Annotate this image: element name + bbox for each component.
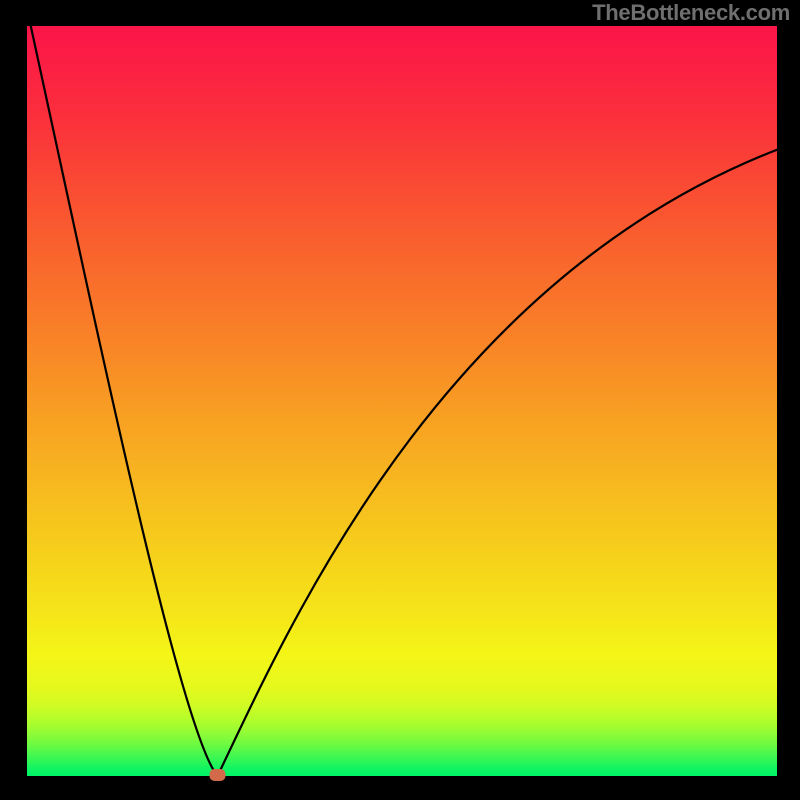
watermark-text: TheBottleneck.com [592,0,790,26]
optimum-marker [210,769,226,781]
plot-background [27,26,777,776]
chart-container: TheBottleneck.com [0,0,800,800]
plot-svg [0,0,800,800]
